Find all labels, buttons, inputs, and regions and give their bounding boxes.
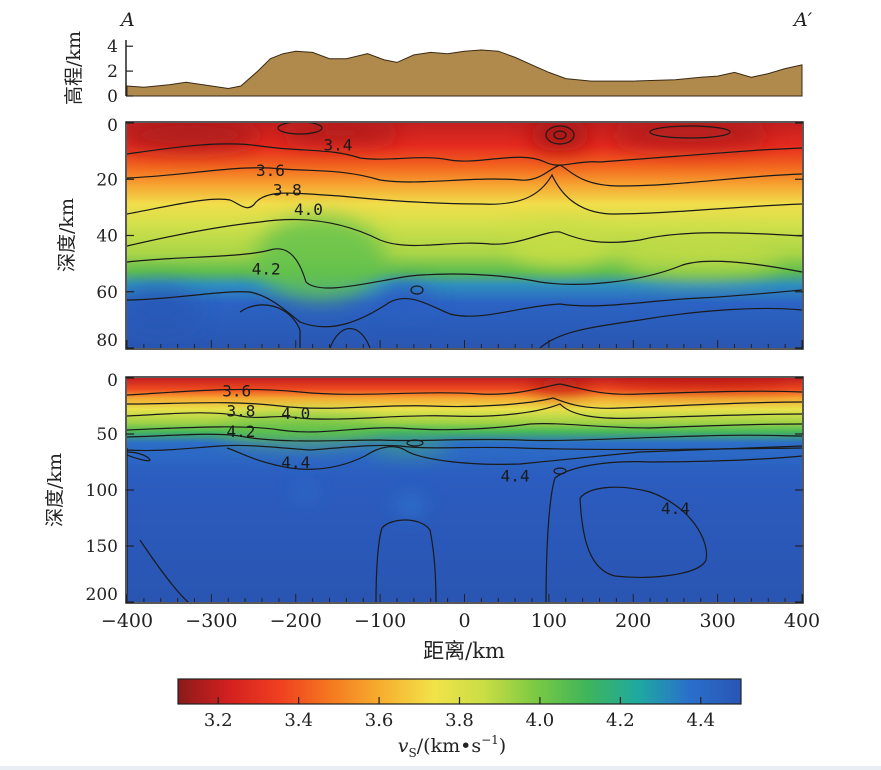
colorbar-tick-label: 4.4 <box>686 710 715 731</box>
colorbar-tick-label: 3.4 <box>284 710 313 731</box>
topography-y-tick-label: 0 <box>107 87 118 107</box>
topography-y-tick-label: 4 <box>107 37 118 57</box>
lower-contour-label: 3.6 <box>222 381 251 400</box>
colorbar-label-unit: /(km•s <box>417 735 481 757</box>
colorbar-tick-label: 4.2 <box>606 710 635 731</box>
lower-contour-label: 4.4 <box>661 499 690 518</box>
topography-panel: 0 2 4 高程/km <box>63 31 803 107</box>
x-tick-label: −200 <box>270 610 322 632</box>
upper-depth-panel: 3.4 3.63.84.0 4.2 0 20 40 60 80 深度/km <box>56 116 804 351</box>
topography-y-ticks: 0 2 4 <box>107 37 133 107</box>
colorbar-tick-label: 3.8 <box>445 710 474 731</box>
upper-x-ticks <box>126 340 803 348</box>
x-axis-title: 距离/km <box>423 639 505 663</box>
lower-x-ticks: −400 −300 −200 −100 0 100 200 300 400 <box>101 594 820 632</box>
lower-y-tick-label: 50 <box>96 425 118 445</box>
lower-y-tick-label: 100 <box>86 481 118 501</box>
colorbar-tick-label: 3.6 <box>365 710 394 731</box>
bottom-band <box>0 766 881 770</box>
colorbar-ticks: 3.2 3.4 3.6 3.8 4.0 4.2 4.4 <box>204 697 715 731</box>
upper-y-tick-label: 40 <box>96 227 118 247</box>
x-tick-label: 0 <box>458 610 470 632</box>
colorbar-label: vS/(km•s−1) <box>398 733 506 760</box>
colorbar-tick-label: 4.0 <box>526 710 555 731</box>
lower-y-tick-label: 0 <box>107 371 118 391</box>
colorbar-label-close: ) <box>499 735 506 757</box>
colorbar-label-main: v <box>398 735 409 757</box>
x-tick-label: 100 <box>531 610 567 632</box>
lower-y-ticks: 0 50 100 150 200 <box>86 371 803 605</box>
lower-y-tick-label: 150 <box>86 537 118 557</box>
section-end-label: A′ <box>792 9 813 31</box>
lower-y-tick-label: 200 <box>86 585 118 605</box>
upper-contour-label: 3.4 <box>323 136 352 155</box>
lower-ylabel: 深度/km <box>44 453 66 527</box>
upper-ylabel: 深度/km <box>56 198 78 272</box>
lower-contour-label: 4.0 <box>281 404 310 423</box>
section-start-label: A <box>119 9 135 31</box>
colorbar-tick-label: 3.2 <box>204 710 233 731</box>
colorbar: 3.2 3.4 3.6 3.8 4.0 4.2 4.4 vS/(km•s−1) <box>177 678 742 760</box>
x-tick-label: −100 <box>354 610 406 632</box>
lower-contour-label: 3.8 <box>226 402 255 421</box>
lower-contour-label: 4.4 <box>281 453 310 472</box>
upper-y-tick-label: 20 <box>96 170 118 190</box>
topography-fill <box>126 49 803 97</box>
upper-contour-label: 3.6 <box>256 161 285 180</box>
upper-contour-label: 4.2 <box>252 259 281 278</box>
topography-y-tick-label: 2 <box>107 62 118 82</box>
upper-contour-label: 3.8 <box>273 181 302 200</box>
topography-ylabel: 高程/km <box>63 31 85 105</box>
lower-contour-labels: 3.6 3.8 4.0 4.2 4.4 4.4 4.4 <box>222 381 690 518</box>
lower-contour-label: 4.2 <box>226 422 255 441</box>
x-tick-label: 300 <box>699 610 735 632</box>
upper-y-tick-label: 80 <box>96 331 118 351</box>
upper-y-tick-label: 0 <box>107 116 118 136</box>
x-tick-label: −300 <box>185 610 237 632</box>
lower-contour-label: 4.4 <box>501 467 530 486</box>
upper-y-tick-label: 60 <box>96 283 118 303</box>
upper-panel-background <box>127 123 802 348</box>
upper-contour-label: 4.0 <box>294 200 323 219</box>
x-tick-label: −400 <box>101 610 153 632</box>
colorbar-label-sub: S <box>409 746 417 760</box>
upper-contour-lines <box>127 123 802 348</box>
upper-y-ticks: 0 20 40 60 80 <box>96 116 803 351</box>
x-tick-label: 200 <box>615 610 651 632</box>
lower-contour-lines <box>127 383 802 602</box>
upper-contour-labels: 3.4 3.63.84.0 4.2 <box>252 136 353 279</box>
x-tick-label: 400 <box>784 610 820 632</box>
colorbar-label-exp: −1 <box>481 733 499 747</box>
